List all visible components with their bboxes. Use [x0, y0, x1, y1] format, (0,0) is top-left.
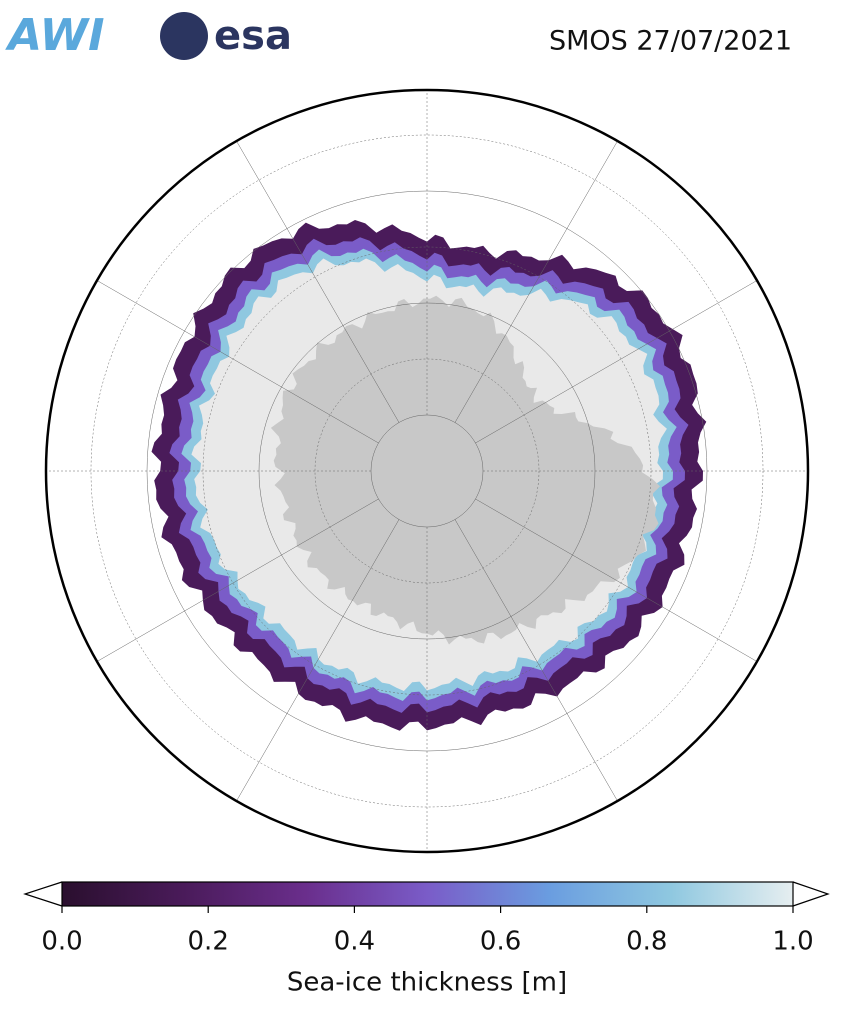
colorbar-outline [61, 881, 794, 907]
colorbar-extend-high [792, 881, 830, 907]
meridian [454, 519, 628, 818]
colorbar-label: Sea-ice thickness [m] [287, 968, 567, 998]
meridian [475, 498, 774, 672]
colorbar: 0.0 0.2 0.4 0.6 0.8 1.0 [23, 881, 830, 957]
map-border [44, 88, 810, 854]
colorbar-fill [62, 882, 793, 906]
colorbar-tick-label: 0.2 [188, 927, 229, 957]
esa-emblem [160, 12, 208, 60]
awi-logo: AWI [5, 10, 105, 61]
continent [270, 295, 660, 645]
meridian [80, 270, 379, 444]
title: SMOS 27/07/2021 [549, 26, 792, 57]
meridian [226, 519, 400, 818]
meridian [226, 124, 400, 423]
colorbar-tick-label: 0.8 [626, 927, 667, 957]
meridian [80, 498, 379, 672]
meridian [475, 270, 774, 444]
colorbar-tick-label: 0.6 [480, 927, 521, 957]
meridian [454, 124, 628, 423]
esa-logo: esa [214, 13, 292, 59]
colorbar-tick-label: 0.4 [334, 927, 375, 957]
colorbar-tick-label: 0.0 [41, 927, 82, 957]
colorbar-tick-label: 1.0 [772, 927, 813, 957]
colorbar-extend-low [23, 881, 63, 907]
map [46, 90, 808, 852]
